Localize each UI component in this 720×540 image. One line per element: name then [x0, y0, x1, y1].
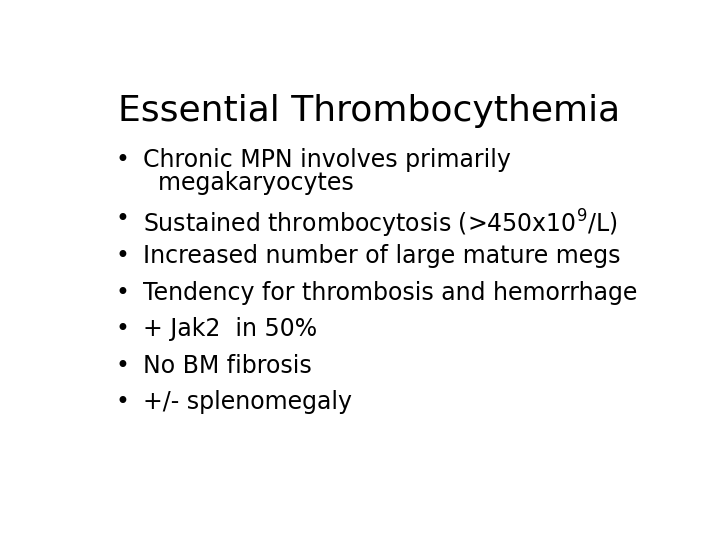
Text: •: •: [115, 281, 129, 305]
Text: + Jak2  in 50%: + Jak2 in 50%: [143, 317, 317, 341]
Text: Chronic MPN involves primarily: Chronic MPN involves primarily: [143, 148, 511, 172]
Text: +/- splenomegaly: +/- splenomegaly: [143, 390, 352, 414]
Text: Sustained thrombocytosis (>450x10$^{9}$/L): Sustained thrombocytosis (>450x10$^{9}$/…: [143, 207, 618, 240]
Text: Increased number of large mature megs: Increased number of large mature megs: [143, 244, 621, 268]
Text: Tendency for thrombosis and hemorrhage: Tendency for thrombosis and hemorrhage: [143, 281, 637, 305]
Text: megakaryocytes: megakaryocytes: [143, 171, 354, 195]
Text: •: •: [115, 390, 129, 414]
Text: Essential Thrombocythemia: Essential Thrombocythemia: [118, 94, 620, 128]
Text: •: •: [115, 317, 129, 341]
Text: •: •: [115, 244, 129, 268]
Text: •: •: [115, 207, 129, 232]
Text: •: •: [115, 148, 129, 172]
Text: •: •: [115, 354, 129, 378]
Text: No BM fibrosis: No BM fibrosis: [143, 354, 312, 378]
